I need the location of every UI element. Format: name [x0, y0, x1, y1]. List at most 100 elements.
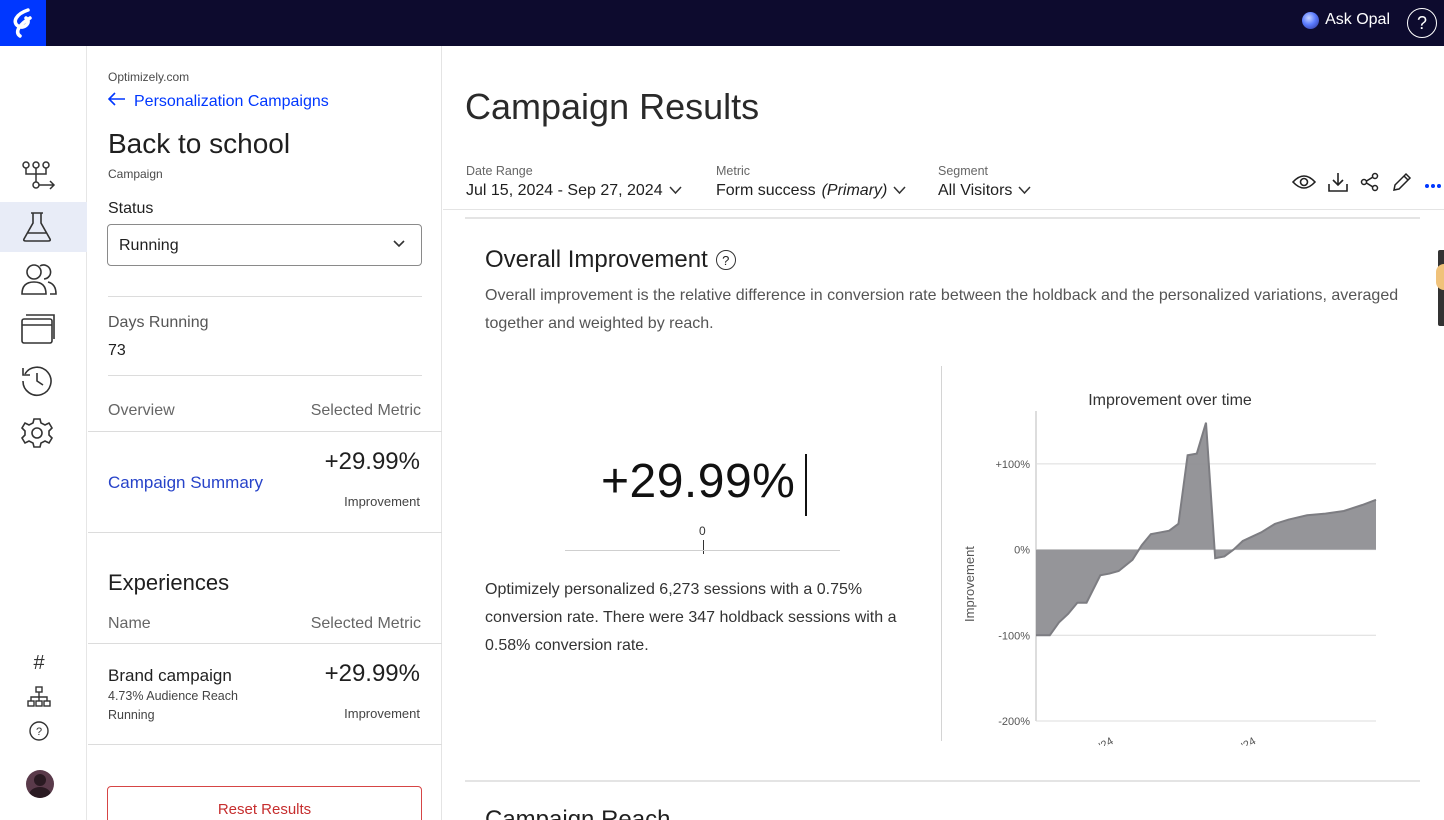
question-icon[interactable]: ? — [715, 250, 736, 270]
overall-improvement-title: Overall Improvement — [485, 246, 708, 273]
segment-value: All Visitors — [938, 182, 1013, 199]
windows-icon[interactable] — [0, 304, 86, 354]
chart-y-tick-label: +100% — [995, 459, 1030, 471]
chart-title: Improvement over time — [1088, 392, 1252, 409]
divider — [108, 375, 422, 376]
flask-icon[interactable] — [0, 202, 87, 252]
history-icon[interactable] — [0, 356, 86, 406]
divider — [88, 532, 442, 533]
pencil-icon[interactable] — [1392, 172, 1412, 197]
campaign-side-panel: Optimizely.com Personalization Campaigns… — [88, 46, 442, 820]
more-icon[interactable] — [1424, 176, 1442, 194]
text-cursor — [805, 454, 807, 516]
name-column-label: Name — [108, 615, 151, 632]
days-running-value: 73 — [108, 342, 126, 359]
results-toolbar — [1291, 172, 1442, 197]
avatar[interactable] — [26, 770, 54, 798]
divider — [88, 643, 442, 644]
metric-column-label: Selected Metric — [310, 615, 421, 632]
divider — [465, 217, 1420, 219]
eye-icon[interactable] — [1291, 173, 1317, 196]
campaign-reach-title: Campaign Reach — [485, 806, 671, 820]
divider — [941, 366, 942, 741]
chart-y-tick-label: 0% — [1014, 545, 1030, 557]
divider — [443, 209, 1444, 210]
chart-x-tick-label: Sep '24 — [1220, 735, 1258, 746]
chart-x-tick-label: Aug '24 — [1078, 735, 1116, 746]
campaign-type: Campaign — [108, 167, 163, 181]
zero-marker-label: 0 — [699, 524, 706, 538]
chevron-down-icon — [893, 182, 906, 200]
campaign-summary-link[interactable]: Campaign Summary — [108, 473, 263, 492]
selected-metric-label: Selected Metric — [310, 402, 421, 419]
metric-filter[interactable]: Metric Form success (Primary) — [716, 164, 906, 200]
chart-y-tick-label: -100% — [998, 630, 1030, 642]
experience-reach: 4.73% Audience Reach — [108, 689, 238, 703]
overall-improvement-value: +29.99% — [601, 455, 796, 508]
share-icon[interactable] — [1360, 172, 1380, 197]
summary-improvement-label: Improvement — [344, 494, 420, 509]
chart-series-line — [1036, 422, 1377, 637]
top-bar: Ask Opal ? — [0, 0, 1444, 46]
main-content: Campaign Results Date Range Jul 15, 2024… — [443, 46, 1444, 820]
segment-label: Segment — [938, 164, 989, 178]
status-label: Status — [108, 200, 154, 217]
experience-improvement-value: +29.99% — [324, 660, 420, 687]
help-circle-icon[interactable]: ? — [24, 720, 54, 747]
reset-results-button[interactable]: Reset Results — [107, 786, 422, 820]
status-select[interactable]: Running — [107, 224, 422, 266]
metric-label: Metric — [716, 164, 751, 178]
divider — [88, 744, 442, 745]
left-rail: # ? — [0, 46, 87, 820]
improvement-chart-svg: Improvement over time Improvement +100% 0… — [962, 392, 1377, 764]
chart-y-axis-label: Improvement — [962, 546, 977, 622]
divider — [465, 780, 1420, 782]
help-bubble[interactable] — [1436, 264, 1444, 290]
opal-icon — [1302, 11, 1320, 29]
improvement-baseline — [565, 550, 840, 551]
experience-state: Running — [108, 708, 155, 722]
divider — [108, 296, 422, 297]
experiences-title: Experiences — [108, 570, 230, 595]
improvement-chart: Improvement over time Improvement +100% 0… — [948, 376, 1398, 764]
experience-name[interactable]: Brand campaign — [108, 666, 232, 685]
users-icon[interactable] — [0, 254, 86, 304]
hash-icon[interactable]: # — [33, 652, 45, 674]
help-icon[interactable]: ? — [1407, 8, 1437, 38]
arrow-left-icon — [107, 92, 126, 111]
overall-improvement-description: Overall improvement is the relative diff… — [485, 287, 1399, 332]
chevron-down-icon — [391, 235, 407, 256]
chevron-down-icon — [669, 182, 682, 200]
summary-improvement-value: +29.99% — [324, 448, 420, 475]
optimizely-logo-icon[interactable] — [0, 0, 46, 46]
sessions-summary: Optimizely personalized 6,273 sessions w… — [485, 581, 897, 654]
divider — [88, 431, 442, 432]
overall-improvement-heading: Overall Improvement ? — [485, 246, 736, 274]
back-link-label: Personalization Campaigns — [134, 92, 329, 110]
experience-improvement-label: Improvement — [344, 706, 420, 721]
ask-opal-button[interactable]: Ask Opal — [1302, 11, 1390, 29]
chart-y-tick-label: -200% — [998, 716, 1030, 728]
segment-filter[interactable]: Segment All Visitors — [938, 164, 1031, 200]
workflow-icon[interactable] — [0, 150, 86, 200]
days-running-label: Days Running — [108, 314, 209, 331]
back-link[interactable]: Personalization Campaigns — [107, 92, 329, 111]
zero-marker-tick — [703, 540, 704, 554]
download-icon[interactable] — [1328, 172, 1348, 197]
campaign-title: Back to school — [108, 128, 291, 159]
metric-value: Form success — [716, 182, 816, 199]
chart-area-fill — [1036, 422, 1376, 636]
date-range-value: Jul 15, 2024 - Sep 27, 2024 — [466, 182, 663, 199]
date-range-filter[interactable]: Date Range Jul 15, 2024 - Sep 27, 2024 — [466, 164, 682, 200]
overview-label: Overview — [108, 402, 175, 419]
metric-tag: (Primary) — [821, 182, 888, 199]
ask-opal-label: Ask Opal — [1325, 11, 1390, 28]
date-range-label: Date Range — [466, 164, 533, 178]
sitemap-icon[interactable] — [24, 686, 54, 713]
gear-icon[interactable] — [0, 408, 86, 458]
status-value: Running — [119, 237, 179, 254]
svg-text:?: ? — [36, 726, 42, 738]
page-title: Campaign Results — [465, 86, 760, 127]
org-name: Optimizely.com — [108, 70, 190, 84]
chevron-down-icon — [1018, 182, 1031, 200]
